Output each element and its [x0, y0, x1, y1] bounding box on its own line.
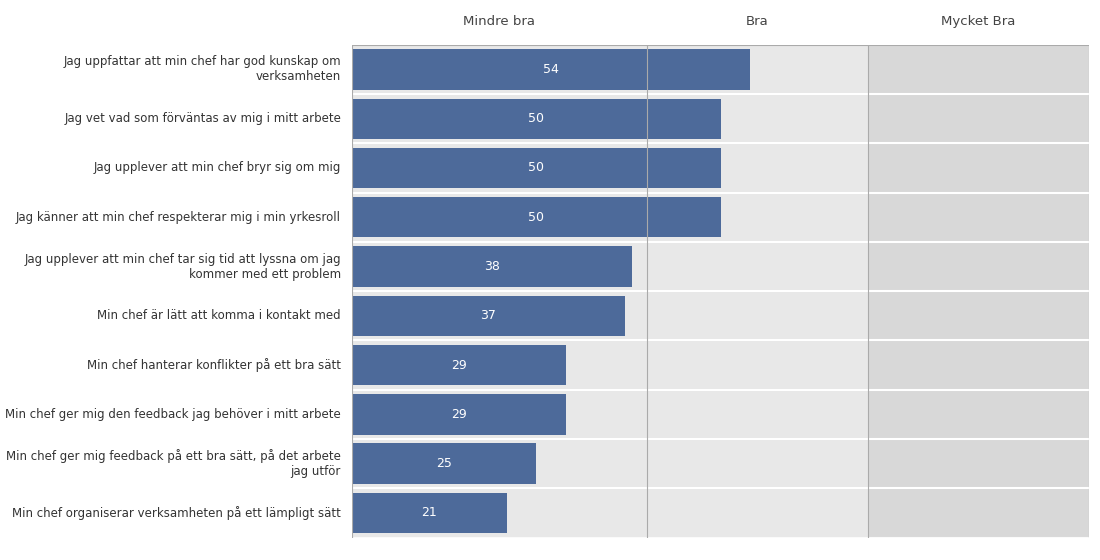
Text: 54: 54	[543, 63, 559, 76]
Text: 25: 25	[437, 457, 452, 470]
Text: Min chef hanterar konflikter på ett bra sätt: Min chef hanterar konflikter på ett bra …	[87, 358, 341, 372]
Text: 50: 50	[528, 112, 544, 125]
Bar	[352, 197, 720, 237]
Bar	[647, 45, 868, 538]
Bar	[352, 444, 537, 484]
Bar	[352, 148, 720, 188]
Text: 50: 50	[528, 211, 544, 224]
Text: Min chef organiserar verksamheten på ett lämpligt sätt: Min chef organiserar verksamheten på ett…	[12, 506, 341, 520]
Bar	[352, 45, 647, 538]
Text: Mindre bra: Mindre bra	[463, 15, 536, 27]
Bar	[352, 345, 565, 385]
Text: 29: 29	[451, 358, 466, 372]
Bar	[868, 45, 1089, 538]
Text: 38: 38	[484, 260, 500, 273]
Bar	[352, 49, 750, 90]
Text: Min chef är lätt att komma i kontakt med: Min chef är lätt att komma i kontakt med	[98, 309, 341, 323]
Text: 37: 37	[481, 309, 496, 323]
Text: Jag upplever att min chef tar sig tid att lyssna om jag
kommer med ett problem: Jag upplever att min chef tar sig tid at…	[24, 253, 341, 281]
Bar	[352, 246, 632, 287]
Text: Min chef ger mig feedback på ett bra sätt, på det arbete
jag utför: Min chef ger mig feedback på ett bra sät…	[7, 449, 341, 478]
Text: Min chef ger mig den feedback jag behöver i mitt arbete: Min chef ger mig den feedback jag behöve…	[6, 408, 341, 421]
Text: 50: 50	[528, 161, 544, 175]
Bar	[352, 493, 507, 533]
Text: Jag känner att min chef respekterar mig i min yrkesroll: Jag känner att min chef respekterar mig …	[16, 211, 341, 224]
Text: Jag vet vad som förväntas av mig i mitt arbete: Jag vet vad som förväntas av mig i mitt …	[64, 112, 341, 125]
Bar	[352, 394, 565, 435]
Text: 29: 29	[451, 408, 466, 421]
Text: Jag upplever att min chef bryr sig om mig: Jag upplever att min chef bryr sig om mi…	[94, 161, 341, 175]
Bar	[352, 296, 625, 336]
Text: Mycket Bra: Mycket Bra	[942, 15, 1015, 27]
Text: Jag uppfattar att min chef har god kunskap om
verksamheten: Jag uppfattar att min chef har god kunsk…	[64, 55, 341, 83]
Bar	[352, 99, 720, 139]
Text: Bra: Bra	[746, 15, 769, 27]
Text: 21: 21	[421, 506, 438, 520]
